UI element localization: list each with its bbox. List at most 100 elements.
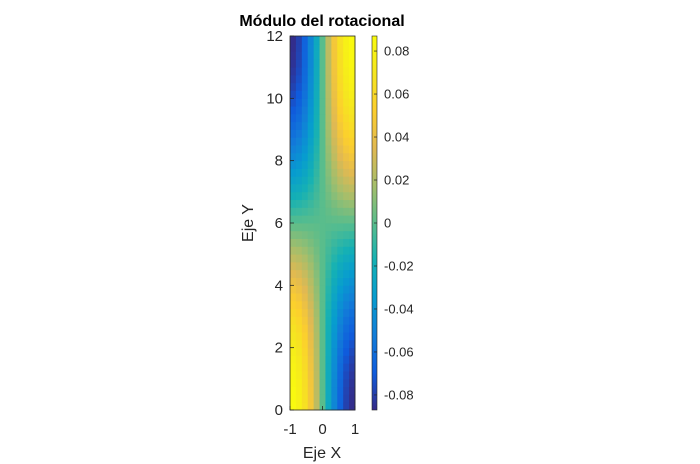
heatmap-cell	[301, 332, 309, 341]
heatmap-cell	[307, 129, 315, 138]
heatmap-cell	[343, 308, 350, 317]
heatmap-cell	[319, 316, 326, 325]
heatmap-cell	[307, 90, 315, 99]
heatmap-cell	[313, 121, 320, 130]
heatmap-cell	[307, 191, 315, 201]
heatmap-cell	[349, 59, 356, 68]
heatmap-cell	[307, 277, 315, 286]
heatmap-cell	[331, 223, 338, 232]
heatmap-cell	[343, 285, 350, 294]
heatmap-cell	[295, 152, 303, 162]
heatmap-cell	[349, 363, 356, 372]
heatmap-cell	[301, 82, 309, 91]
heatmap-cell	[325, 402, 332, 411]
heatmap-cell	[319, 223, 326, 232]
heatmap-cell	[331, 261, 338, 271]
heatmap-cell	[349, 137, 356, 146]
heatmap-cell	[295, 269, 303, 278]
heatmap-cell	[337, 137, 344, 146]
heatmap-cell	[290, 347, 297, 356]
heatmap-cell	[331, 230, 338, 239]
heatmap-cell	[349, 339, 356, 349]
heatmap-cell	[301, 121, 309, 130]
heatmap-cell	[319, 82, 326, 91]
heatmap-cell	[301, 254, 309, 263]
heatmap-cell	[307, 82, 315, 91]
heatmap-cell	[325, 285, 332, 294]
heatmap-cell	[337, 215, 344, 224]
heatmap-cell	[325, 98, 332, 107]
heatmap-cell	[295, 402, 303, 411]
heatmap-cell	[290, 332, 297, 341]
heatmap-cell	[301, 316, 309, 325]
heatmap-cell	[290, 285, 297, 294]
heatmap-cell	[337, 332, 344, 341]
heatmap-cell	[325, 191, 332, 201]
heatmap-cell	[325, 386, 332, 395]
heatmap-cell	[325, 378, 332, 388]
heatmap-cell	[301, 98, 309, 107]
heatmap-cell	[313, 386, 320, 395]
heatmap-cell	[331, 199, 338, 208]
heatmap-cell	[343, 129, 350, 138]
heatmap-cell	[313, 230, 320, 239]
heatmap-cell	[295, 121, 303, 130]
heatmap-cell	[301, 43, 309, 52]
heatmap-cell	[290, 98, 297, 107]
heatmap-cell	[295, 74, 303, 84]
heatmap-cell	[290, 293, 297, 302]
heatmap-cell	[307, 300, 315, 310]
heatmap-cell	[307, 246, 315, 255]
heatmap-cell	[301, 371, 309, 380]
heatmap-cell	[349, 215, 356, 224]
heatmap-cell	[295, 176, 303, 185]
heatmap-cell	[331, 285, 338, 294]
heatmap-cell	[325, 145, 332, 154]
heatmap-cell	[307, 184, 315, 193]
heatmap-cell	[295, 223, 303, 232]
heatmap-cell	[349, 371, 356, 380]
heatmap-cell	[319, 191, 326, 201]
heatmap-cell	[349, 176, 356, 185]
heatmap-cell	[307, 199, 315, 208]
heatmap-cell	[331, 129, 338, 138]
heatmap-cell	[295, 394, 303, 403]
heatmap-cell	[343, 98, 350, 107]
heatmap-cell	[307, 98, 315, 107]
heatmap-cell	[301, 106, 309, 115]
heatmap-cell	[337, 339, 344, 349]
heatmap-cell	[325, 113, 332, 123]
heatmap-cell	[301, 90, 309, 99]
heatmap-cell	[349, 145, 356, 154]
heatmap-cell	[337, 176, 344, 185]
heatmap-cell	[331, 59, 338, 68]
heatmap-cell	[337, 36, 344, 45]
y-tick-label: 6	[275, 215, 283, 232]
heatmap-cell	[325, 184, 332, 193]
heatmap-cell	[325, 176, 332, 185]
heatmap-cell	[307, 371, 315, 380]
heatmap-cell	[290, 145, 297, 154]
heatmap-cell	[295, 82, 303, 91]
heatmap-cell	[343, 184, 350, 193]
heatmap-cell	[325, 324, 332, 333]
heatmap-cell	[307, 394, 315, 403]
heatmap-cell	[307, 121, 315, 130]
heatmap-cell	[331, 355, 338, 364]
heatmap-cell	[307, 261, 315, 271]
heatmap-cell	[337, 43, 344, 52]
heatmap-cell	[337, 199, 344, 208]
heatmap-cell	[343, 145, 350, 154]
heatmap-cell	[349, 347, 356, 356]
colorbar-axis: -0.08 -0.06 -0.04 -0.02 0 0.02 0.04 0.06 0.08	[374, 44, 414, 402]
heatmap-cell	[343, 402, 350, 411]
heatmap-cell	[331, 277, 338, 286]
heatmap-cell	[295, 113, 303, 123]
heatmap-cell	[295, 145, 303, 154]
heatmap-cell	[331, 90, 338, 99]
heatmap-cell	[301, 230, 309, 239]
heatmap-cell	[343, 215, 350, 224]
heatmap-cell	[313, 191, 320, 201]
y-axis: 0 2 4 6 8 10 12	[266, 28, 294, 419]
heatmap-cell	[343, 238, 350, 247]
